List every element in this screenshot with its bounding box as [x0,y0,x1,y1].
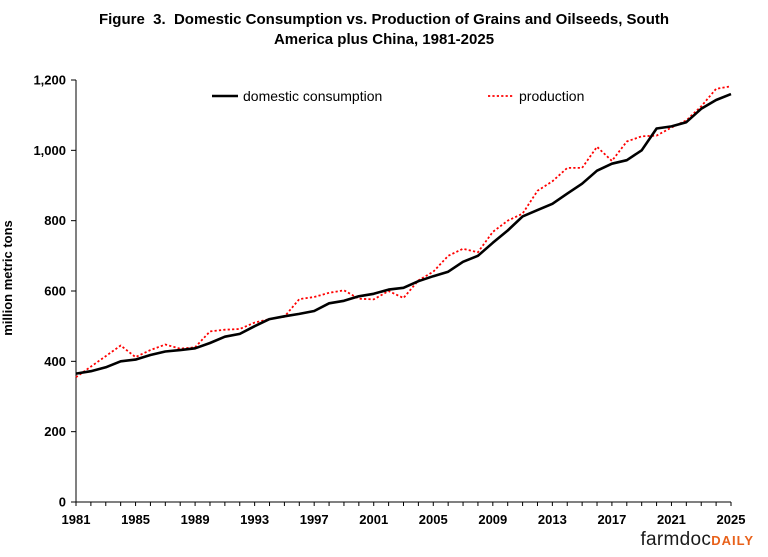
brand-logo: farmdocDAILY [640,529,754,551]
x-tick-label: 2005 [419,512,448,527]
brand-logo-part2: DAILY [711,533,754,548]
x-tick-label: 1997 [300,512,329,527]
y-tick-label: 1,200 [33,73,66,88]
x-tick-label: 2001 [359,512,388,527]
chart-title-line-1: Figure 3. Domestic Consumption vs. Produ… [98,11,670,28]
x-tick-label: 1985 [121,512,150,527]
chart-title-line-2: America plus China, 1981-2025 [273,31,495,48]
x-tick-label: 2021 [657,512,686,527]
y-tick-label: 200 [44,424,66,439]
y-tick-label: 800 [44,213,66,228]
chart-title: Figure 3. Domestic Consumption vs. Produ… [0,10,768,50]
y-tick-label: 1,000 [33,143,66,158]
legend-label-production: production [519,88,584,104]
x-tick-label: 2013 [538,512,567,527]
y-tick-label: 400 [44,354,66,369]
legend-label-domestic-consumption: domestic consumption [243,88,382,104]
x-tick-label: 2009 [478,512,507,527]
x-tick-label: 1981 [62,512,91,527]
series-line-production [75,85,732,378]
y-tick-label: 600 [44,284,66,299]
x-tick-label: 2017 [597,512,626,527]
y-tick-label: 0 [59,495,66,510]
x-tick-label: 1993 [240,512,269,527]
brand-logo-part1: farmdoc [640,529,712,550]
x-tick-label: 1989 [181,512,210,527]
x-tick-label: 2025 [717,512,746,527]
series-line-domestic-consumption [75,92,732,375]
